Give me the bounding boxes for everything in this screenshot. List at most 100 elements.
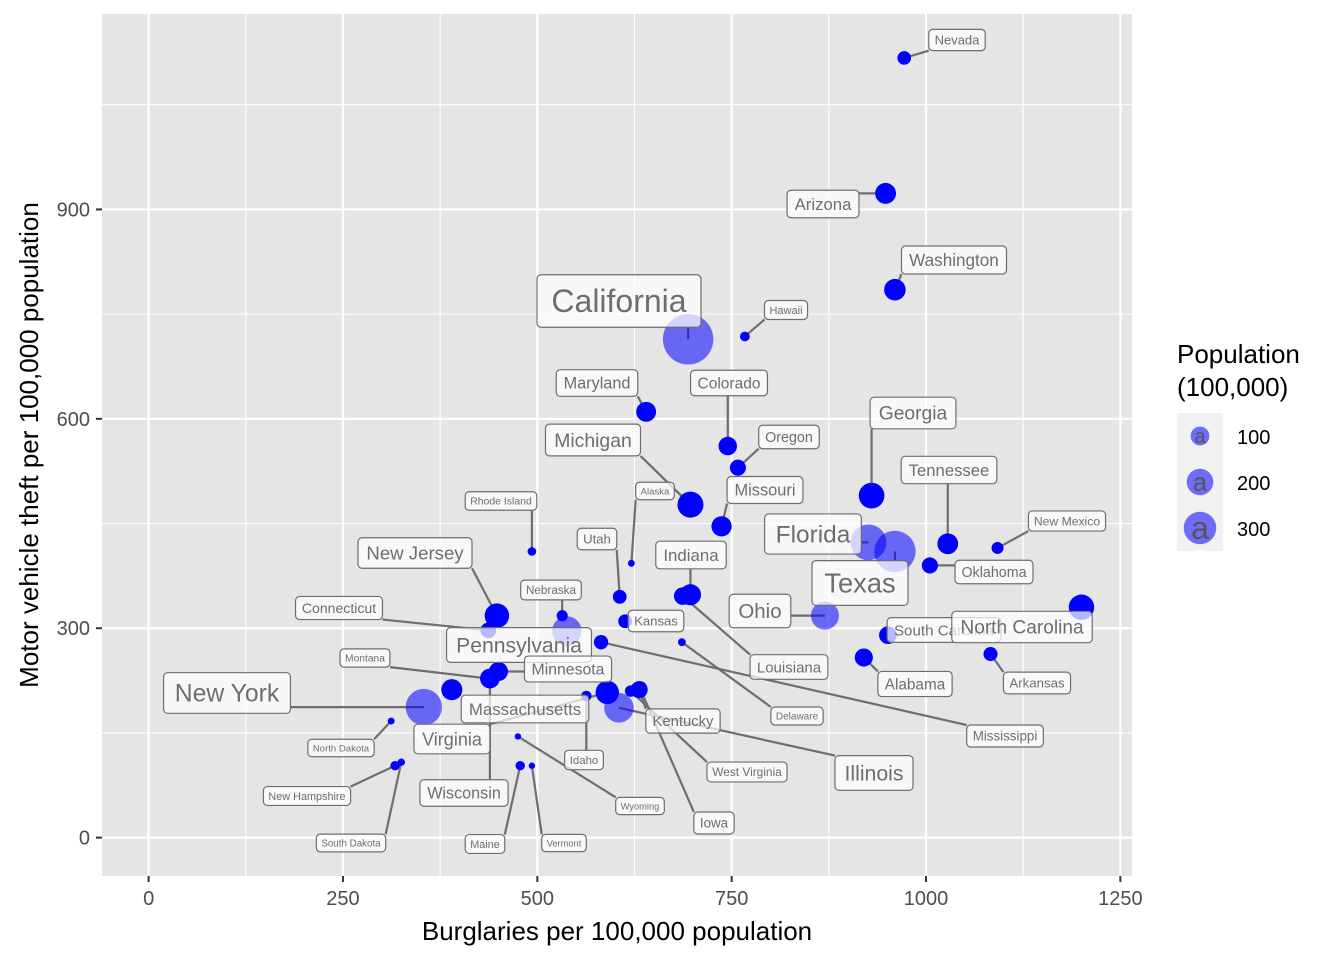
point-new-mexico (991, 541, 1004, 554)
leader-line-montana (389, 666, 489, 680)
x-tick-label: 1250 (1098, 888, 1143, 910)
point-alaska (627, 559, 635, 567)
label-connecticut: Connecticut (294, 595, 384, 621)
legend-key-circle (1183, 511, 1217, 545)
label-text: Oklahoma (961, 565, 1026, 581)
legend-title-line-2: (100,000) (1177, 372, 1288, 402)
label-text: West Virginia (712, 765, 782, 779)
label-ohio: Ohio (728, 593, 792, 629)
label-text: Minnesota (532, 662, 605, 679)
point-oklahoma (921, 557, 938, 574)
label-montana: Montana (339, 648, 391, 668)
label-box (635, 481, 675, 501)
label-iowa: Iowa (693, 811, 735, 835)
label-box (770, 706, 824, 726)
label-box (262, 785, 352, 807)
label-minnesota: Minnesota (523, 655, 613, 683)
label-box (615, 796, 665, 816)
label-idaho: Idaho (564, 749, 604, 771)
label-box (811, 559, 909, 607)
label-text: Alabama (885, 676, 946, 693)
label-box (877, 670, 953, 698)
point-nevada (897, 51, 912, 65)
label-box (294, 595, 384, 621)
label-box (555, 369, 639, 397)
label-box (655, 540, 727, 570)
label-text: Colorado (698, 375, 761, 392)
label-box (445, 627, 593, 663)
label-text: New Hampshire (268, 791, 345, 803)
label-vermont: Vermont (541, 833, 587, 853)
label-text: Ohio (738, 601, 781, 623)
label-maryland: Maryland (555, 369, 639, 397)
label-text: Missouri (734, 482, 795, 500)
point-rhode-island (527, 547, 537, 556)
label-box (1002, 671, 1072, 695)
legend-entry-100: a 100 (1177, 413, 1270, 459)
label-text: Florida (776, 522, 851, 549)
label-box (162, 672, 292, 714)
label-text: Connecticut (302, 600, 376, 616)
leader-line-delaware (681, 641, 772, 708)
point-virginia (595, 680, 619, 705)
y-axis-title: Motor vehicle theft per 100,000 populati… (14, 202, 44, 688)
label-west-virginia: West Virginia (706, 761, 788, 783)
label-kentucky: Kentucky (645, 708, 721, 734)
label-text: Maryland (564, 375, 631, 393)
x-tick-label: 750 (715, 888, 748, 910)
label-hawaii: Hawaii (763, 299, 809, 321)
legend-label: 100 (1237, 427, 1270, 449)
label-indiana: Indiana (655, 540, 727, 570)
point-west-virginia (624, 685, 637, 697)
label-louisiana: Louisiana (749, 654, 829, 680)
label-box (706, 761, 788, 783)
legend-key-glyph: a (1194, 426, 1206, 448)
point-oregon (729, 459, 746, 476)
point-maryland (636, 401, 657, 422)
label-text: Mississippi (973, 729, 1038, 744)
point-montana (484, 674, 493, 683)
label-box (576, 527, 618, 551)
label-text: Wisconsin (427, 785, 501, 803)
label-florida: Florida (764, 513, 862, 555)
label-box (951, 610, 1093, 644)
label-box (464, 491, 538, 511)
label-text: Maine (470, 839, 500, 851)
point-new-jersey (484, 603, 510, 628)
label-rhode-island: Rhode Island (464, 491, 538, 511)
label-box (764, 513, 862, 555)
label-text: Montana (345, 654, 385, 665)
leader-line-utah (615, 549, 621, 597)
label-north-dakota: North Dakota (307, 738, 375, 758)
y-tick-label: 0 (79, 828, 90, 850)
point-louisiana (673, 587, 692, 605)
point-hawaii (739, 331, 750, 342)
leader-line-north-dakota (373, 720, 392, 740)
label-box (339, 648, 391, 668)
label-text: North Dakota (313, 743, 370, 754)
legend: Population (100,000) a 100 a 200 a 300 (1177, 339, 1300, 551)
label-box (419, 779, 509, 807)
point-tennessee (937, 533, 959, 555)
legend-entry-200: a 200 (1177, 459, 1270, 505)
point-new-york (405, 688, 443, 726)
label-text: Pennsylvania (456, 634, 582, 657)
label-text: Vermont (547, 838, 582, 848)
label-michigan: Michigan (544, 423, 642, 457)
point-vermont (528, 762, 536, 769)
label-text: Alaska (641, 486, 670, 497)
label-box (357, 537, 473, 569)
label-mississippi: Mississippi (966, 724, 1044, 748)
label-box (307, 738, 375, 758)
legend-key-circle (1190, 426, 1210, 446)
y-tick-label: 900 (57, 199, 90, 221)
label-utah: Utah (576, 527, 618, 551)
data-points (387, 51, 1095, 771)
label-text: Illinois (845, 762, 904, 785)
label-virginia: Virginia (413, 723, 491, 755)
label-box (763, 299, 809, 321)
point-wyoming (514, 733, 522, 740)
label-text: Hawaii (769, 305, 802, 317)
label-nebraska: Nebraska (520, 579, 582, 601)
